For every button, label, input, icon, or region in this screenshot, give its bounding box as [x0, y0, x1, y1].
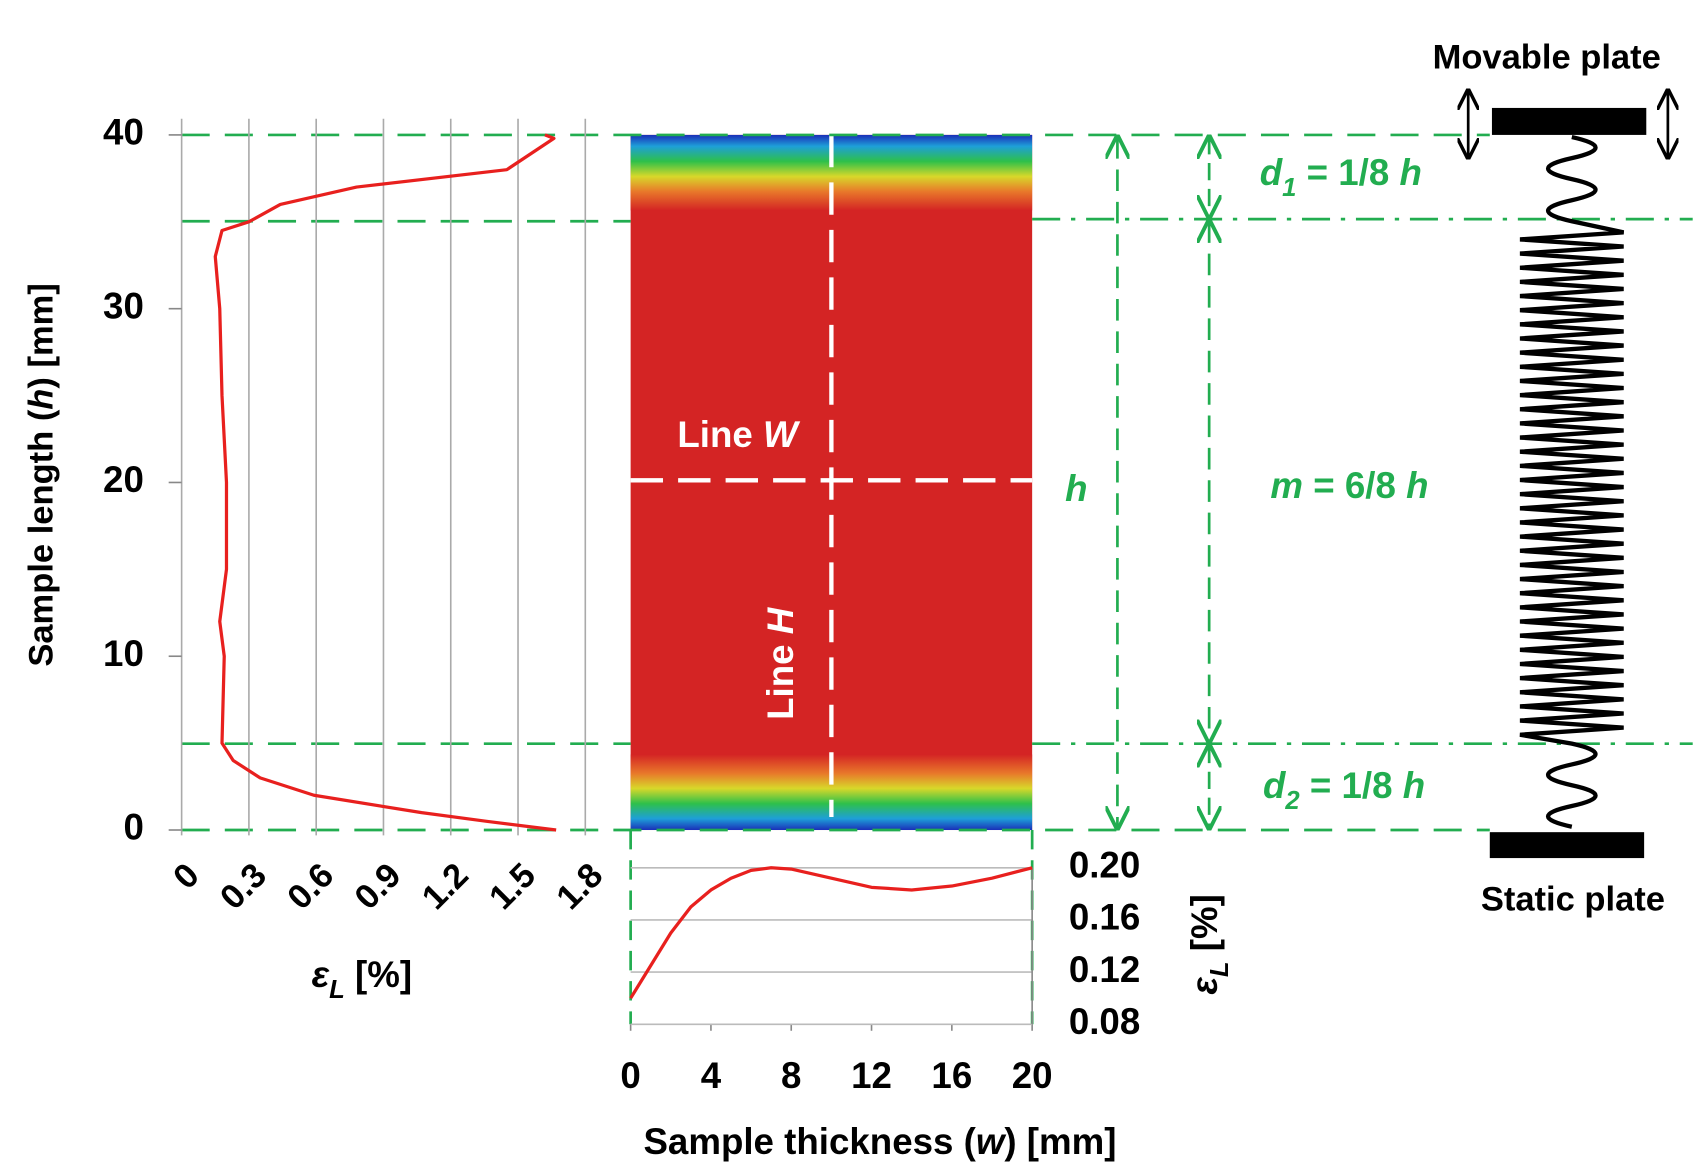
y-tick-label: 0.20	[1069, 844, 1140, 885]
d1-label-part: 1	[1282, 174, 1296, 202]
x-axis-label-part: Sample thickness (	[643, 1121, 976, 1162]
movable-plate-label: Movable plate	[1433, 38, 1661, 76]
x-tick-label: 16	[931, 1055, 972, 1096]
data-line	[629, 866, 1033, 1000]
y-tick-label: 10	[103, 633, 144, 674]
d2-label-part: 2	[1284, 787, 1300, 815]
x-tick-label: 0	[620, 1055, 640, 1096]
y-tick-label: 0	[123, 807, 143, 848]
guides	[181, 133, 1693, 1025]
x-tick-label: 0.3	[213, 856, 274, 917]
d1-label: d1 = 1/8 h	[1260, 152, 1422, 202]
y-axis-label-part: [%]	[1184, 894, 1225, 961]
m-label: m = 6/8 h	[1270, 465, 1428, 506]
movable-plate	[1491, 107, 1647, 135]
x-tick-label: 1.2	[415, 856, 476, 917]
static-plate	[1489, 832, 1645, 859]
y-tick-label: 30	[103, 285, 144, 326]
y-tick-label: 20	[103, 459, 144, 500]
y-axis-label-part: ε	[1184, 977, 1225, 995]
y-tick-label: 40	[103, 112, 144, 153]
x-axis-label-part: [%]	[345, 953, 412, 994]
x-axis-label: Sample thickness (w) [mm]	[643, 1121, 1116, 1162]
y-axis-label-part: L	[1206, 961, 1234, 977]
m-label-part: m	[1270, 465, 1303, 506]
line-w-label-part: Line	[677, 414, 763, 455]
d2-label: d2 = 1/8 h	[1263, 765, 1425, 815]
d2-label-part: d	[1263, 765, 1287, 806]
x-axis-label-part: ) [mm]	[1004, 1121, 1116, 1162]
x-tick-label: 20	[1012, 1055, 1053, 1096]
x-tick-label: 1.8	[550, 856, 611, 917]
x-tick-label: 0	[166, 856, 206, 896]
x-tick-label: 4	[701, 1055, 722, 1096]
data-line	[213, 133, 557, 832]
line-w-label: Line W	[677, 414, 801, 455]
x-axis-label: εL [%]	[312, 953, 413, 1003]
strain-field	[630, 134, 1033, 831]
y-tick-label: 0.12	[1069, 949, 1140, 990]
static-plate-label: Static plate	[1481, 880, 1665, 918]
y-axis-label: Sample length (h) [mm]	[23, 283, 61, 667]
y-axis-label: εL [%]	[1184, 894, 1234, 995]
d2-label-part: = 1/8	[1300, 765, 1403, 806]
y-axis-label-part: h	[23, 389, 61, 410]
x-tick-label: 1.5	[482, 856, 543, 917]
x-axis-label-part: w	[976, 1121, 1007, 1162]
line-h-label-part: Line	[760, 634, 801, 720]
y-tick-label: 0.16	[1069, 897, 1140, 938]
d1-label-part: h	[1399, 152, 1421, 193]
line-h-label: Line H	[760, 606, 801, 720]
x-tick-label: 0.6	[280, 856, 341, 917]
y-tick-label: 0.08	[1069, 1001, 1140, 1042]
x-axis-label-part: ε	[312, 953, 330, 994]
d1-label-part: = 1/8	[1296, 152, 1399, 193]
h-label: h	[1065, 468, 1087, 509]
x-tick-label: 0.9	[348, 856, 409, 917]
x-tick-label: 12	[851, 1055, 892, 1096]
y-axis-label-part: ) [mm]	[23, 283, 61, 388]
line-h-label-part: H	[760, 606, 801, 634]
d2-label-part: h	[1403, 765, 1425, 806]
m-label-part: h	[1406, 465, 1428, 506]
x-axis-label-part: L	[329, 976, 345, 1004]
spring	[1519, 134, 1625, 829]
d1-label-part: d	[1260, 152, 1284, 193]
y-axis-label-part: Sample length (	[23, 409, 61, 666]
m-label-part: = 6/8	[1303, 465, 1406, 506]
line-w-label-part: W	[763, 414, 801, 455]
x-tick-label: 8	[781, 1055, 801, 1096]
